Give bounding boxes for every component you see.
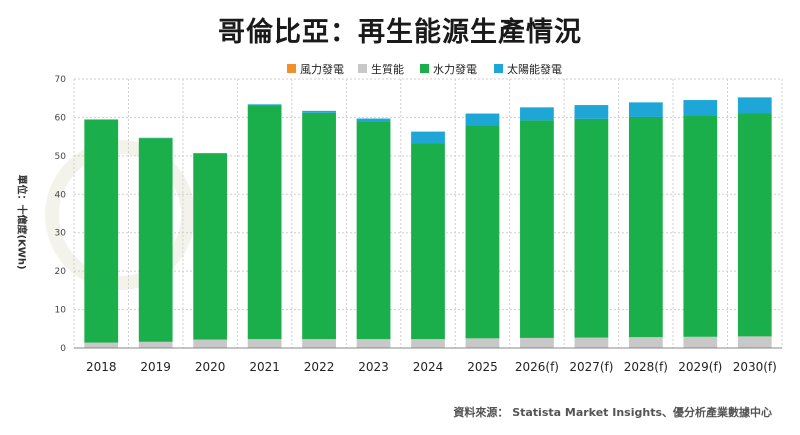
- source-note: 資料來源： Statista Market Insights、優分析產業數據中心: [453, 406, 772, 419]
- x-tick-label: 2026(f): [515, 360, 559, 374]
- x-tick-label: 2020: [195, 360, 226, 374]
- bar-segment: [628, 116, 663, 338]
- x-tick-label: 2030(f): [733, 360, 777, 374]
- legend-swatch: [420, 64, 429, 73]
- x-tick-label: 2027(f): [569, 360, 613, 374]
- bar-segment: [628, 102, 663, 117]
- bar-segment: [465, 113, 500, 126]
- bar-segment: [628, 337, 663, 348]
- legend: 風力發電 生質能 水力發電 太陽能發電: [287, 62, 562, 76]
- bar-segment: [520, 337, 554, 348]
- bar-segment: [411, 143, 445, 340]
- y-tick-label: 30: [55, 229, 67, 239]
- bar-segment: [138, 341, 173, 348]
- watermark-circle: [45, 140, 195, 290]
- y-tick-label: 60: [55, 113, 67, 123]
- bar-segment: [520, 107, 554, 121]
- bar-segment: [411, 131, 445, 144]
- bar-segment: [302, 339, 336, 348]
- x-tick-label: 2028(f): [624, 360, 668, 374]
- bar-segment: [737, 336, 772, 348]
- bar-segment: [411, 339, 445, 348]
- legend-swatch: [287, 64, 296, 73]
- bar-segment: [302, 110, 336, 113]
- chart-title: 哥倫比亞：再生能源生產情況: [218, 17, 582, 48]
- bar-segment: [84, 119, 119, 343]
- bar-segment: [302, 112, 336, 340]
- x-tick-label: 2019: [140, 360, 171, 374]
- bar-segment: [193, 339, 228, 348]
- bar-segment: [247, 105, 282, 340]
- y-tick-label: 50: [55, 152, 67, 162]
- x-tick-label: 2024: [413, 360, 444, 374]
- bar-segment: [520, 120, 554, 338]
- y-tick-label: 20: [55, 267, 67, 277]
- bar-segment: [737, 113, 772, 337]
- bar-segment: [465, 338, 500, 348]
- y-tick-label: 40: [55, 190, 67, 200]
- bar-segment: [737, 97, 772, 114]
- legend-swatch: [358, 64, 367, 73]
- x-tick-label: 2018: [86, 360, 117, 374]
- bar-segment: [356, 122, 391, 340]
- bar-segment: [683, 336, 718, 348]
- x-tick-label: 2023: [358, 360, 389, 374]
- bar-segment: [193, 153, 228, 340]
- bar-segment: [465, 125, 500, 339]
- y-tick-label: 10: [55, 306, 67, 316]
- legend-swatch: [494, 64, 503, 73]
- axes: 0 10 20 30 40 50 60 70 2018 2019 2020 2021 2022 2023 2…: [55, 75, 782, 374]
- legend-label: 太陽能發電: [507, 62, 562, 76]
- y-tick-label: 70: [55, 75, 67, 85]
- watermark-logo: [45, 140, 195, 290]
- bar-segment: [356, 118, 391, 123]
- bar-segment: [247, 104, 282, 106]
- bar-segment: [574, 337, 609, 348]
- bar-segment: [683, 100, 718, 116]
- bar-segment: [247, 339, 282, 348]
- legend-label: 風力發電: [300, 62, 344, 76]
- legend-label: 水力發電: [433, 62, 477, 76]
- bar-segment: [683, 115, 718, 337]
- bar-segment: [574, 105, 609, 119]
- x-tick-label: 2022: [304, 360, 335, 374]
- bar-segment: [574, 118, 609, 338]
- bars: [84, 97, 772, 348]
- y-tick-label: 0: [60, 344, 66, 354]
- legend-label: 生質能: [371, 62, 404, 76]
- x-tick-label: 2025: [467, 360, 498, 374]
- x-tick-label: 2029(f): [678, 360, 722, 374]
- bar-segment: [84, 342, 119, 348]
- bar-segment: [138, 138, 173, 342]
- x-tick-label: 2021: [249, 360, 280, 374]
- bar-segment: [356, 339, 391, 348]
